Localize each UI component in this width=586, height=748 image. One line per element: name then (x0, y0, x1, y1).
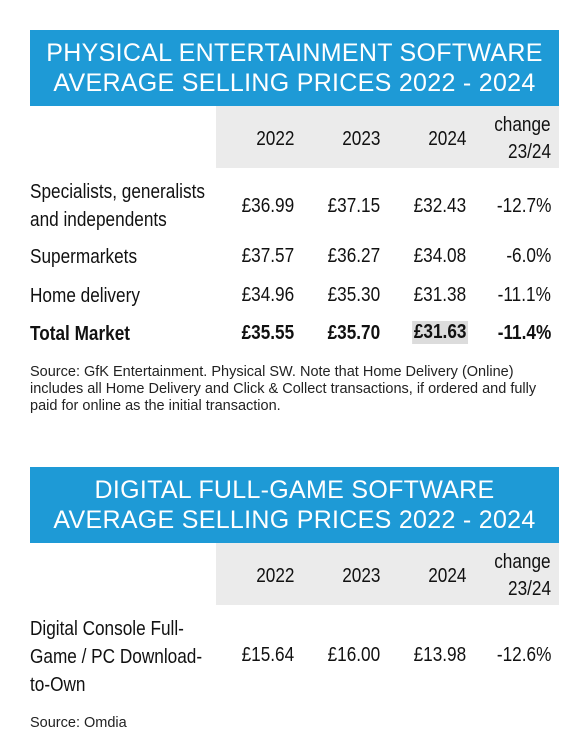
digital-section: DIGITAL FULL-GAME SOFTWARE AVERAGE SELLI… (30, 467, 559, 705)
row-label: Supermarkets (30, 246, 138, 268)
row-label: to-Own (30, 674, 86, 696)
digital-header-change: change (494, 551, 551, 573)
physical-title-line1: PHYSICAL ENTERTAINMENT SOFTWARE (46, 39, 543, 67)
digital-header-2024: 2024 (427, 565, 466, 587)
row-label: Total Market (30, 323, 131, 345)
digital-header-2023: 2023 (341, 565, 380, 587)
digital-source-note: Source: Omdia (30, 715, 127, 731)
cell-change: -12.6% (496, 644, 551, 666)
cell-2024: £32.43 (413, 195, 466, 217)
physical-header-row: 2022 2023 2024 change 23/24 (30, 106, 559, 168)
cell-2023: £35.30 (327, 284, 380, 306)
cell-2022: £35.55 (241, 322, 294, 344)
digital-title-line2: AVERAGE SELLING PRICES 2022 - 2024 (53, 506, 536, 534)
digital-title-banner: DIGITAL FULL-GAME SOFTWARE AVERAGE SELLI… (30, 467, 559, 543)
digital-header-period: 23/24 (507, 578, 551, 600)
row-label: Game / PC Download- (30, 646, 203, 668)
physical-header-2022: 2022 (255, 128, 294, 150)
physical-title-line2: AVERAGE SELLING PRICES 2022 - 2024 (53, 69, 536, 97)
row-label: Digital Console Full- (30, 618, 184, 640)
cell-2023: £37.15 (327, 195, 380, 217)
physical-row-home-delivery: Home delivery £34.96 £35.30 £31.38 -11.1… (30, 279, 559, 317)
physical-title-banner: PHYSICAL ENTERTAINMENT SOFTWARE AVERAGE … (30, 30, 559, 106)
cell-2022: £36.99 (241, 195, 294, 217)
cell-2022: £37.57 (241, 245, 294, 267)
physical-header-period: 23/24 (507, 141, 551, 163)
digital-header-2022: 2022 (255, 565, 294, 587)
physical-header-change: change (494, 114, 551, 136)
cell-2024: £13.98 (413, 644, 466, 666)
cell-2023: £16.00 (327, 644, 380, 666)
physical-header-2024: 2024 (427, 128, 466, 150)
cell-2024-highlighted: £31.63 (411, 321, 468, 344)
cell-2022: £34.96 (241, 284, 294, 306)
row-label: Specialists, generalists (30, 181, 205, 203)
physical-source-note: Source: GfK Entertainment. Physical SW. … (30, 364, 537, 414)
digital-title-line1: DIGITAL FULL-GAME SOFTWARE (94, 476, 495, 504)
cell-change: -6.0% (506, 245, 551, 267)
physical-header-2023: 2023 (341, 128, 380, 150)
digital-row-console: Digital Console Full- Game / PC Download… (30, 605, 559, 705)
physical-section: PHYSICAL ENTERTAINMENT SOFTWARE AVERAGE … (30, 30, 559, 355)
cell-2023: £36.27 (327, 245, 380, 267)
cell-2022: £15.64 (241, 644, 294, 666)
cell-2024: £31.38 (413, 284, 466, 306)
physical-row-supermarkets: Supermarkets £37.57 £36.27 £34.08 -6.0% (30, 240, 559, 279)
physical-row-specialists: Specialists, generalists and independent… (30, 168, 559, 240)
cell-2024: £34.08 (413, 245, 466, 267)
row-label: and independents (30, 209, 167, 231)
cell-change: -11.4% (497, 322, 551, 344)
cell-change: -11.1% (497, 284, 551, 306)
cell-change: -12.7% (496, 195, 551, 217)
cell-2023: £35.70 (327, 322, 380, 344)
digital-header-row: 2022 2023 2024 change 23/24 (30, 543, 559, 605)
row-label: Home delivery (30, 285, 140, 307)
physical-row-total: Total Market £35.55 £35.70 £31.63 -11.4% (30, 317, 559, 355)
